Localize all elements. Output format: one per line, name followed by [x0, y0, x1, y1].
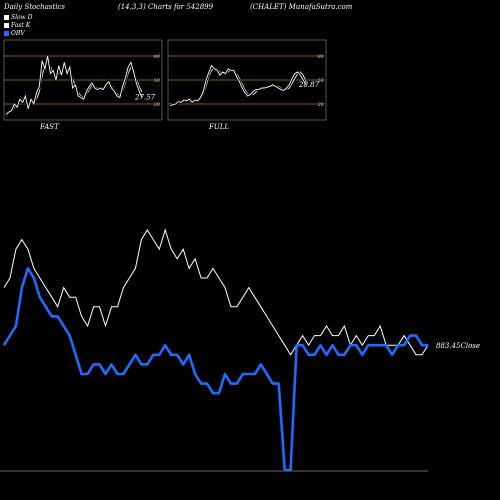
full-series-1-line: [169, 64, 307, 107]
full-panel-title: FULL: [208, 123, 229, 131]
fast-series-1-line: [5, 55, 143, 115]
legend-item-obv: OBV: [4, 30, 25, 37]
fast-last-value-label: 27.57: [134, 94, 156, 102]
full-last-value-label: 28.87: [298, 81, 320, 89]
legend-label-slow-d: Slow D: [11, 14, 33, 21]
legend-swatch-fast-k: [4, 23, 9, 28]
legend-swatch-slow-d: [4, 15, 9, 20]
fast-tick-50: 50: [154, 78, 161, 84]
full-tick-80: 80: [318, 54, 325, 60]
price-line: [3, 228, 429, 356]
header-right: (CHALET) MunafaSutra.com: [250, 3, 353, 11]
close-value-label: 883.45Close: [436, 342, 480, 350]
header-left: Daily Stochastics: [4, 3, 66, 11]
legend-swatch-obv: [4, 31, 9, 36]
full-tick-20: 20: [317, 102, 325, 108]
fast-panel-title: FAST: [39, 123, 60, 131]
fast-tick-20: 20: [153, 102, 161, 108]
legend-label-fast-k: Fast K: [11, 22, 31, 29]
header-center: (14,3,3) Charts for 542899: [118, 3, 214, 11]
legend-item-fast-k: Fast K: [4, 22, 30, 29]
full-tick-50: 50: [318, 78, 325, 84]
obv-line: [2, 267, 428, 472]
legend-item-slow-d: Slow D: [4, 14, 33, 21]
legend-label-obv: OBV: [11, 30, 25, 37]
fast-tick-80: 80: [154, 54, 161, 60]
